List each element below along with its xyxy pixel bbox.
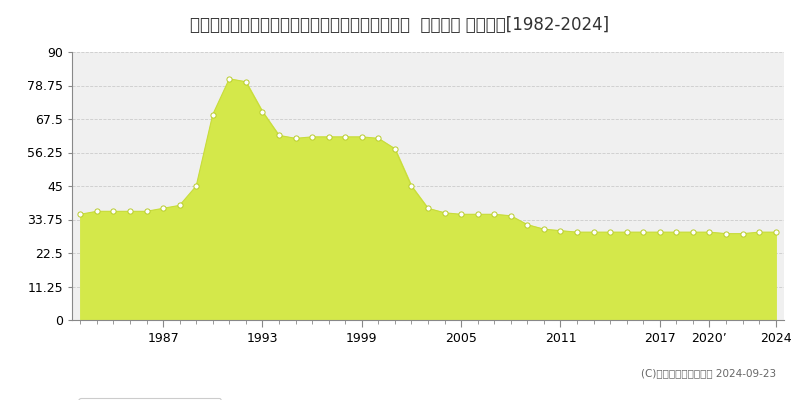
Point bbox=[239, 78, 252, 85]
Point bbox=[686, 229, 699, 235]
Point bbox=[223, 76, 236, 82]
Point bbox=[389, 146, 402, 152]
Point bbox=[454, 211, 467, 218]
Point bbox=[355, 134, 368, 140]
Point bbox=[422, 205, 434, 212]
Point bbox=[174, 202, 186, 208]
Point bbox=[703, 229, 716, 235]
Point bbox=[538, 226, 550, 232]
Point bbox=[306, 134, 318, 140]
Point bbox=[190, 183, 202, 189]
Text: 兵庫県神戸市垂水区つつじが丘２丁目１１番１２  公示地価 地価推移[1982-2024]: 兵庫県神戸市垂水区つつじが丘２丁目１１番１２ 公示地価 地価推移[1982-20… bbox=[190, 16, 610, 34]
Point bbox=[123, 208, 136, 214]
Point bbox=[339, 134, 352, 140]
Point bbox=[322, 134, 335, 140]
Point bbox=[554, 228, 567, 234]
Point bbox=[289, 135, 302, 142]
Point bbox=[736, 230, 749, 237]
Point bbox=[140, 208, 153, 214]
Point bbox=[753, 229, 766, 235]
Point bbox=[206, 111, 219, 118]
Legend: 公示地価 平均坪単価(万円/坪): 公示地価 平均坪単価(万円/坪) bbox=[78, 398, 222, 400]
Point bbox=[587, 229, 600, 235]
Point bbox=[90, 208, 103, 214]
Point bbox=[471, 211, 484, 218]
Point bbox=[438, 210, 451, 216]
Point bbox=[637, 229, 650, 235]
Point bbox=[488, 211, 501, 218]
Point bbox=[670, 229, 682, 235]
Point bbox=[405, 183, 418, 189]
Point bbox=[157, 205, 170, 212]
Point bbox=[720, 230, 733, 237]
Point bbox=[256, 108, 269, 115]
Point bbox=[273, 132, 286, 138]
Point bbox=[521, 222, 534, 228]
Point bbox=[770, 229, 782, 235]
Point bbox=[372, 135, 385, 142]
Point bbox=[654, 229, 666, 235]
Text: (C)土地価格ドットコム 2024-09-23: (C)土地価格ドットコム 2024-09-23 bbox=[641, 368, 776, 378]
Point bbox=[74, 211, 86, 218]
Point bbox=[107, 208, 120, 214]
Point bbox=[570, 229, 583, 235]
Point bbox=[504, 212, 517, 219]
Point bbox=[604, 229, 617, 235]
Point bbox=[620, 229, 633, 235]
